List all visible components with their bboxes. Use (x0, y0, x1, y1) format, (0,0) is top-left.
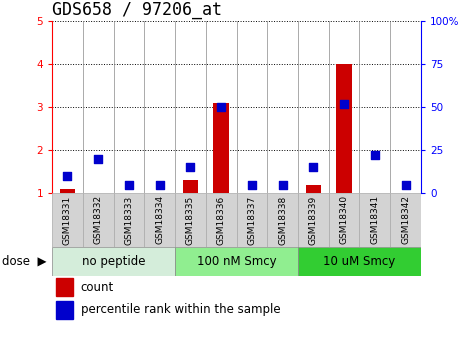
Bar (52, 193, 83, 247)
Bar (183, 180, 198, 193)
Bar (83, 193, 114, 247)
Point (156, 182, 164, 187)
Bar (298, 247, 421, 276)
Bar (390, 193, 421, 247)
Text: GSM18337: GSM18337 (247, 195, 256, 245)
Bar (306, 185, 321, 193)
Bar (175, 247, 298, 276)
Text: percentile rank within the sample: percentile rank within the sample (81, 303, 280, 316)
Text: GDS658 / 97206_at: GDS658 / 97206_at (52, 1, 222, 19)
Text: GSM18342: GSM18342 (401, 195, 410, 245)
Bar (56, 278, 73, 296)
Text: GSM18336: GSM18336 (217, 195, 226, 245)
Bar (144, 193, 175, 247)
Point (125, 182, 132, 187)
Bar (52, 247, 175, 276)
Text: GSM18335: GSM18335 (186, 195, 195, 245)
Bar (56, 300, 73, 319)
Text: GSM18340: GSM18340 (340, 195, 349, 245)
Point (402, 182, 410, 187)
Point (279, 182, 287, 187)
Text: dose  ▶: dose ▶ (2, 255, 47, 268)
Text: 10 uM Smcy: 10 uM Smcy (324, 255, 395, 268)
Point (310, 165, 317, 170)
Bar (298, 193, 329, 247)
Bar (114, 193, 144, 247)
Point (217, 104, 225, 110)
Text: GSM18339: GSM18339 (309, 195, 318, 245)
Point (94, 156, 102, 161)
Point (371, 152, 378, 158)
Text: GSM18341: GSM18341 (370, 195, 379, 245)
Text: 100 nM Smcy: 100 nM Smcy (197, 255, 276, 268)
Bar (236, 193, 267, 247)
Text: GSM18334: GSM18334 (155, 195, 164, 245)
Bar (60, 189, 75, 193)
Bar (359, 193, 390, 247)
Bar (336, 64, 352, 193)
Bar (329, 193, 359, 247)
Text: count: count (81, 281, 114, 294)
Text: GSM18338: GSM18338 (278, 195, 287, 245)
Point (63, 173, 71, 179)
Point (248, 182, 255, 187)
Text: GSM18333: GSM18333 (124, 195, 133, 245)
Text: no peptide: no peptide (82, 255, 145, 268)
Point (341, 101, 348, 106)
Bar (206, 193, 236, 247)
Bar (267, 193, 298, 247)
Text: GSM18332: GSM18332 (94, 195, 103, 245)
Point (186, 165, 194, 170)
Text: GSM18331: GSM18331 (63, 195, 72, 245)
Bar (213, 103, 229, 193)
Bar (175, 193, 206, 247)
